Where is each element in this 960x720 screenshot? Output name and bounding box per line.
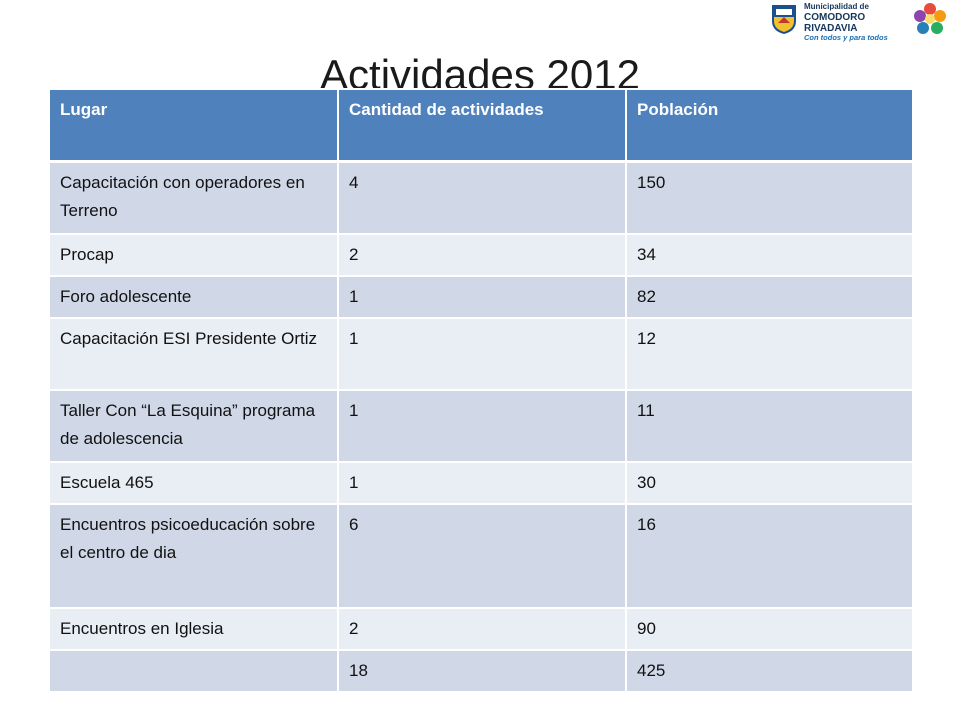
- cell-poblacion: 30: [625, 460, 914, 505]
- cell-lugar: Taller Con “La Esquina” programa de adol…: [48, 388, 339, 463]
- table-row: Capacitación ESI Presidente Ortiz 1 12: [48, 316, 914, 391]
- cell-cantidad: 1: [337, 316, 627, 391]
- cell-poblacion: 90: [625, 606, 914, 651]
- activities-table: Lugar Cantidad de actividades Población …: [48, 88, 914, 693]
- flower-icon: [914, 3, 946, 34]
- cell-cantidad: 2: [337, 232, 627, 277]
- cell-cantidad: 6: [337, 502, 627, 609]
- cell-cantidad: 2: [337, 606, 627, 651]
- logo-text: Municipalidad de COMODORO RIVADAVIA Con …: [804, 2, 914, 42]
- cell-total-cantidad: 18: [337, 648, 627, 693]
- table-row: Procap 2 34: [48, 232, 914, 277]
- cell-lugar: [48, 648, 339, 693]
- shield-icon: [772, 5, 796, 34]
- logo-line3: Con todos y para todos: [804, 32, 888, 42]
- cell-lugar: Foro adolescente: [48, 274, 339, 319]
- cell-lugar: Encuentros psicoeducación sobre el centr…: [48, 502, 339, 609]
- table-row: Encuentros en Iglesia 2 90: [48, 606, 914, 651]
- table-row: Encuentros psicoeducación sobre el centr…: [48, 502, 914, 609]
- cell-poblacion: 16: [625, 502, 914, 609]
- cell-poblacion: 82: [625, 274, 914, 319]
- cell-cantidad: 1: [337, 274, 627, 319]
- cell-lugar: Capacitación con operadores en Terreno: [48, 160, 339, 235]
- table-row: Capacitación con operadores en Terreno 4…: [48, 160, 914, 235]
- cell-poblacion: 11: [625, 388, 914, 463]
- cell-lugar: Encuentros en Iglesia: [48, 606, 339, 651]
- logo-line1: Municipalidad de: [804, 2, 869, 11]
- logo-line2: COMODORO RIVADAVIA: [804, 11, 866, 34]
- cell-cantidad: 1: [337, 460, 627, 505]
- cell-poblacion: 150: [625, 160, 914, 235]
- table-row-total: 18 425: [48, 648, 914, 693]
- cell-cantidad: 4: [337, 160, 627, 235]
- cell-total-poblacion: 425: [625, 648, 914, 693]
- table-row: Foro adolescente 1 82: [48, 274, 914, 319]
- cell-lugar: Capacitación ESI Presidente Ortiz: [48, 316, 339, 391]
- table-row: Escuela 465 1 30: [48, 460, 914, 505]
- table-row: Taller Con “La Esquina” programa de adol…: [48, 388, 914, 463]
- header-cantidad: Cantidad de actividades: [337, 88, 627, 163]
- header-lugar: Lugar: [48, 88, 339, 163]
- cell-poblacion: 12: [625, 316, 914, 391]
- header-poblacion: Población: [625, 88, 914, 163]
- cell-lugar: Procap: [48, 232, 339, 277]
- cell-poblacion: 34: [625, 232, 914, 277]
- cell-cantidad: 1: [337, 388, 627, 463]
- cell-lugar: Escuela 465: [48, 460, 339, 505]
- table-header-row: Lugar Cantidad de actividades Población: [48, 88, 914, 163]
- municipality-logo: Municipalidad de COMODORO RIVADAVIA Con …: [770, 0, 950, 42]
